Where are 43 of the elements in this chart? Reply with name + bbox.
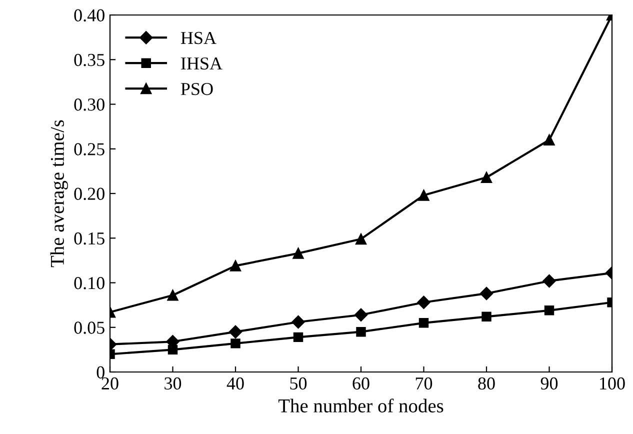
point bbox=[480, 172, 492, 183]
point bbox=[418, 318, 429, 328]
x-tick-label: 20 bbox=[102, 377, 118, 390]
point bbox=[354, 308, 368, 322]
x-tick-label: 90 bbox=[540, 377, 558, 390]
point bbox=[480, 286, 494, 300]
point bbox=[167, 290, 178, 301]
point bbox=[544, 134, 555, 146]
y-tick-label: 0.05 bbox=[74, 322, 104, 334]
point bbox=[230, 260, 242, 272]
point bbox=[293, 332, 304, 342]
x-tick-label: 50 bbox=[290, 377, 307, 390]
x-tick-label: 80 bbox=[478, 377, 495, 390]
point bbox=[544, 306, 554, 316]
x-tick-label: 60 bbox=[352, 377, 370, 390]
x-axis-title: The number of nodes bbox=[278, 398, 444, 412]
y-tick-label: 0.10 bbox=[74, 277, 104, 290]
point bbox=[292, 315, 305, 329]
point bbox=[228, 325, 242, 338]
point bbox=[542, 274, 556, 288]
point bbox=[482, 312, 492, 322]
x-tick-label: 70 bbox=[416, 377, 432, 390]
y-tick-label: 0.30 bbox=[74, 98, 104, 111]
point bbox=[356, 326, 366, 337]
x-tick-label: 30 bbox=[164, 377, 182, 390]
y-tick-label: 0.15 bbox=[74, 232, 104, 245]
legend-label: IHSA bbox=[181, 57, 222, 70]
point bbox=[417, 296, 430, 309]
y-tick-label: 0.35 bbox=[74, 54, 104, 66]
y-tick-label: 0.25 bbox=[74, 143, 104, 156]
x-tick-label: 100 bbox=[600, 377, 625, 390]
point bbox=[355, 233, 367, 245]
x-tick-label: 40 bbox=[226, 377, 244, 390]
y-tick-label: 0.20 bbox=[74, 188, 104, 200]
y-tick-label: 0 bbox=[96, 366, 104, 378]
point bbox=[418, 190, 430, 201]
legend-label: HSA bbox=[180, 32, 216, 44]
legend-label: PSO bbox=[180, 82, 213, 96]
point bbox=[230, 338, 240, 348]
y-tick-label: 0.40 bbox=[74, 9, 104, 22]
point bbox=[292, 248, 304, 259]
y-axis-title: The average time/s bbox=[50, 120, 68, 268]
point bbox=[168, 344, 178, 355]
